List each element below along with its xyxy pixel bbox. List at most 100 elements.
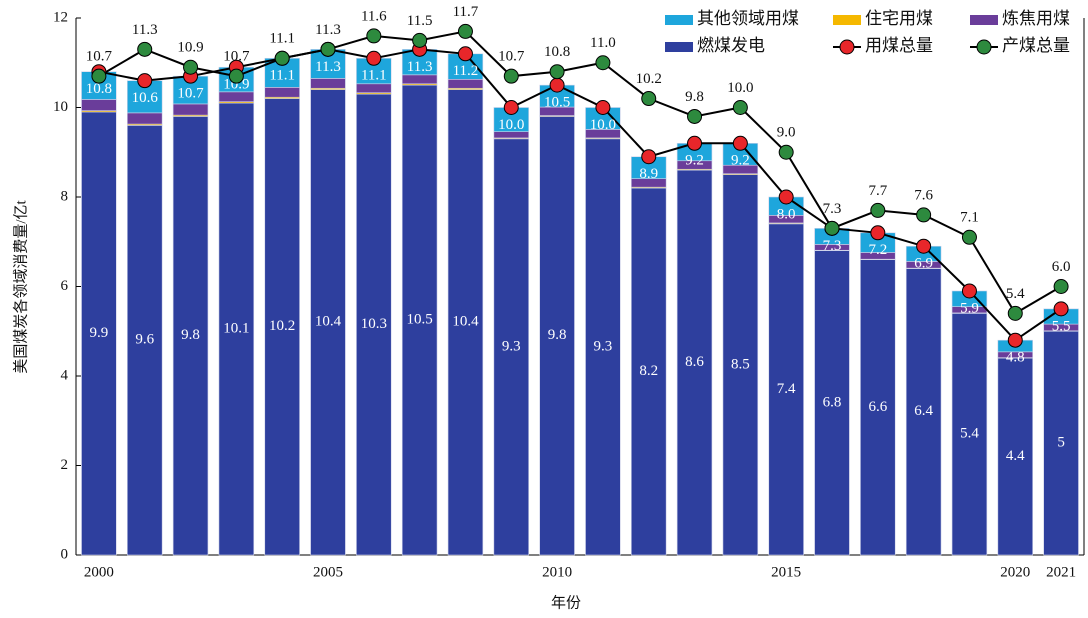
- bar-label: 9.9: [90, 325, 109, 341]
- bar-segment: [401, 84, 438, 556]
- bar-segment: [218, 91, 255, 102]
- point-label: 7.2: [868, 242, 887, 258]
- x-tick-label: 2021: [1046, 564, 1076, 580]
- bar-segment: [768, 223, 804, 556]
- point-label: 11.2: [453, 63, 479, 79]
- bar-label: 6.6: [868, 399, 887, 415]
- bar-segment: [401, 74, 438, 85]
- x-tick-label: 2000: [84, 564, 114, 580]
- line-point: [320, 41, 336, 57]
- line-point: [1053, 279, 1069, 294]
- bar-label: 10.5: [407, 312, 433, 328]
- line-point: [549, 64, 565, 80]
- line-point: [778, 144, 794, 160]
- point-label: 10.9: [177, 40, 203, 56]
- point-label: 4.8: [1006, 350, 1025, 366]
- legend-swatch: [665, 42, 693, 52]
- x-tick-label: 2010: [542, 564, 572, 580]
- legend-label: 炼焦用煤: [1002, 9, 1070, 28]
- line-point: [824, 220, 840, 236]
- line-point: [503, 68, 519, 84]
- point-label: 10.2: [636, 71, 662, 87]
- line-point: [961, 283, 977, 299]
- line-point: [137, 41, 153, 57]
- line-point: [595, 100, 611, 115]
- bar-label: 6.8: [823, 394, 842, 410]
- bar-label: 9.3: [502, 338, 521, 354]
- line-point: [91, 68, 107, 84]
- line-point: [687, 108, 703, 124]
- bar-label: 8.2: [639, 363, 658, 379]
- legend-label: 用煤总量: [865, 36, 933, 55]
- bar-label: 9.8: [181, 327, 200, 343]
- legend-swatch: [833, 15, 861, 25]
- x-tick-label: 2015: [771, 564, 801, 580]
- bar-segment: [585, 138, 621, 556]
- bar-segment: [447, 79, 484, 89]
- point-label: 8.0: [777, 206, 796, 222]
- bar-segment: [951, 313, 988, 556]
- bar-segment: [814, 250, 850, 556]
- line-point: [1053, 301, 1069, 317]
- bar-label: 9.8: [548, 327, 567, 343]
- point-label: 10.0: [590, 117, 616, 133]
- bar-label: 9.6: [135, 332, 154, 348]
- point-label: 11.0: [590, 35, 616, 51]
- point-label: 10.7: [223, 49, 250, 65]
- bar-label: 6.4: [914, 403, 933, 419]
- point-label: 11.1: [361, 68, 387, 84]
- point-label: 10.0: [498, 117, 524, 133]
- bar-label: 9.3: [594, 338, 613, 354]
- line-point: [870, 202, 886, 218]
- bar-label: 10.3: [361, 316, 387, 332]
- bar-segment: [356, 83, 392, 94]
- line-point: [778, 189, 794, 205]
- line-point: [961, 229, 977, 245]
- point-label: 11.3: [132, 22, 158, 38]
- point-label: 7.6: [914, 187, 933, 203]
- bar-label: 7.4: [777, 381, 796, 397]
- point-label: 9.8: [685, 89, 704, 105]
- y-tick-label: 4: [61, 367, 69, 383]
- bar-segment: [172, 103, 209, 116]
- bar-segment: [356, 93, 392, 556]
- line-point: [641, 149, 657, 165]
- point-label: 11.1: [269, 68, 295, 84]
- x-axis-label: 年份: [551, 594, 581, 611]
- point-label: 5.9: [960, 300, 979, 316]
- line-point: [228, 68, 244, 84]
- bar-label: 10.1: [223, 320, 249, 336]
- line: [98, 30, 1062, 315]
- line-point: [870, 225, 886, 241]
- line-point: [366, 50, 382, 66]
- legend-label: 住宅用煤: [865, 9, 933, 28]
- point-label: 10.8: [86, 81, 112, 97]
- legend-label: 产煤总量: [1002, 36, 1070, 55]
- bar-segment: [81, 99, 117, 111]
- point-label: 10.7: [498, 49, 525, 65]
- bar-label: 5.4: [960, 426, 979, 442]
- point-label: 11.7: [453, 4, 479, 20]
- bar-segment: [539, 116, 575, 556]
- bar-segment: [310, 89, 346, 556]
- line-point: [1007, 305, 1023, 321]
- legend-swatch: [970, 15, 998, 25]
- x-tick-label: 2005: [313, 564, 343, 580]
- line-point: [412, 32, 428, 48]
- line-point: [1007, 332, 1023, 348]
- bar-label: 5: [1057, 435, 1065, 451]
- point-label: 10.8: [544, 44, 570, 60]
- bar-segment: [493, 138, 529, 556]
- line-point: [549, 77, 565, 93]
- y-axis-label: 美国煤炭各领域消费量/亿t: [12, 200, 29, 374]
- point-label: 5.4: [1006, 286, 1025, 302]
- line-point: [503, 100, 519, 115]
- bar-segment: [631, 187, 667, 556]
- point-label: 10.6: [132, 90, 159, 106]
- line-point: [732, 135, 748, 151]
- bar-segment: [310, 78, 346, 89]
- line: [98, 48, 1062, 342]
- bar-segment: [127, 125, 163, 556]
- bar-segment: [264, 87, 300, 98]
- bar-label: 4.4: [1006, 448, 1025, 464]
